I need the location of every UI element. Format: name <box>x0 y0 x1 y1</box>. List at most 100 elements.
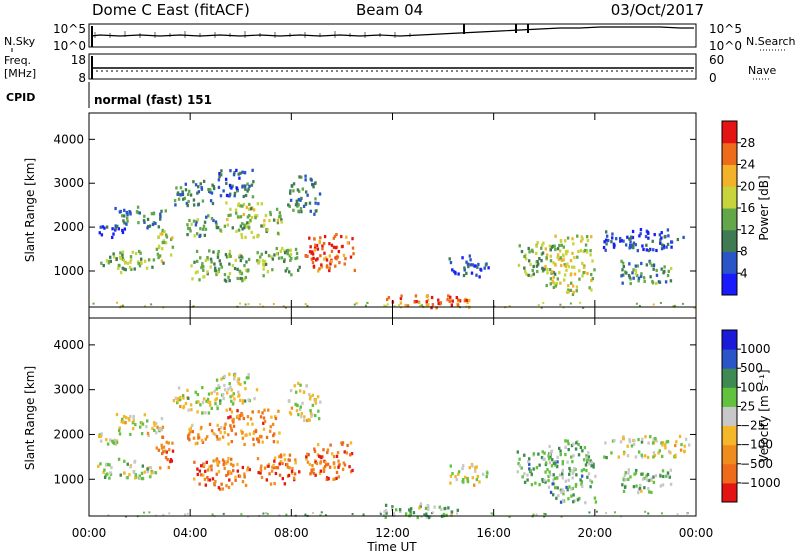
echo-cell <box>195 232 199 236</box>
echo-cell <box>613 511 616 514</box>
echo-cell <box>337 463 341 467</box>
echo-cell <box>298 265 301 269</box>
echo-cell <box>451 472 454 476</box>
echo-cell <box>541 479 545 483</box>
echo-cell <box>693 306 696 309</box>
echo-cell <box>239 382 242 387</box>
echo-cell <box>160 232 164 236</box>
echo-cell <box>290 469 294 473</box>
echo-cell <box>624 243 628 247</box>
echo-cell <box>640 272 643 276</box>
echo-cell <box>306 460 310 464</box>
echo-cell <box>427 515 431 520</box>
echo-cell <box>123 221 126 225</box>
echo-cell <box>536 241 539 245</box>
echo-cell <box>563 263 566 267</box>
echo-cell <box>547 454 550 458</box>
echo-cell <box>196 467 199 471</box>
echo-cell <box>109 471 112 475</box>
echo-cell <box>214 432 217 437</box>
echo-cell <box>103 475 107 479</box>
echo-cell <box>655 248 658 253</box>
echo-cell <box>657 451 660 455</box>
echo-cell <box>628 438 631 442</box>
echo-cell <box>554 459 557 464</box>
echo-cell <box>559 281 562 285</box>
echo-cell <box>121 266 125 270</box>
echo-cell <box>554 463 557 467</box>
echo-cell <box>229 395 232 399</box>
echo-cell <box>648 259 651 263</box>
echo-cell <box>215 458 218 462</box>
echo-cell <box>563 273 567 277</box>
echo-cell <box>197 400 200 404</box>
echo-cell <box>141 464 145 468</box>
echo-cell <box>449 481 452 485</box>
echo-cell <box>211 477 215 481</box>
echo-cell <box>121 304 124 307</box>
echo-cell <box>622 489 626 494</box>
echo-cell <box>237 390 240 394</box>
echo-cell <box>105 225 109 229</box>
echo-cell <box>211 183 214 187</box>
echo-cell <box>280 455 283 459</box>
echo-cell <box>468 465 471 470</box>
echo-cell <box>219 401 222 405</box>
echo-cell <box>268 219 271 223</box>
echo-cell <box>243 475 246 479</box>
x-tick-label: 00:00 <box>679 526 714 540</box>
echo-cell <box>195 259 199 263</box>
echo-cell <box>166 458 169 462</box>
echo-cell <box>548 473 552 477</box>
echo-cell <box>575 473 578 477</box>
echo-cell <box>579 249 583 253</box>
echo-cell <box>164 233 168 237</box>
echo-cell <box>114 224 117 228</box>
echo-cell <box>580 480 584 484</box>
echo-cell <box>210 260 213 264</box>
echo-cell <box>158 254 162 258</box>
echo-cell <box>170 459 174 463</box>
echo-cell <box>249 417 253 421</box>
colorbar-tick-label: 28 <box>740 136 755 150</box>
echo-cell <box>286 465 290 469</box>
echo-cell <box>244 275 248 280</box>
echo-cell <box>579 301 582 304</box>
echo-cell <box>244 433 247 438</box>
echo-cell <box>133 459 137 463</box>
echo-cell <box>351 468 354 473</box>
echo-cell <box>213 262 216 266</box>
echo-cell <box>583 446 587 450</box>
echo-cell <box>224 279 228 283</box>
echo-cell <box>476 474 480 479</box>
echo-cell <box>121 420 125 424</box>
echo-cell <box>246 221 249 225</box>
echo-cell <box>216 463 220 467</box>
echo-cell <box>516 470 519 474</box>
echo-cell <box>679 448 683 452</box>
echo-cell <box>632 241 636 245</box>
echo-cell <box>177 396 180 401</box>
echo-cell <box>228 183 232 188</box>
colorbar-tick-label: 100 <box>740 380 763 394</box>
echo-cell <box>186 388 189 393</box>
echo-cell <box>299 383 302 387</box>
echo-cell <box>535 244 538 248</box>
echo-cell <box>319 460 323 464</box>
echo-cell <box>235 168 238 172</box>
echo-cell <box>153 428 156 432</box>
echo-cell <box>301 187 304 191</box>
echo-cell <box>230 457 233 461</box>
echo-cell <box>210 468 213 472</box>
echo-cell <box>586 271 589 276</box>
echo-cell <box>228 382 231 386</box>
echo-cell <box>234 432 238 436</box>
echo-cell <box>607 238 610 243</box>
echo-cell <box>256 251 259 255</box>
echo-cell <box>194 223 198 227</box>
echo-cell <box>215 378 219 382</box>
echo-cell <box>204 437 207 441</box>
echo-cell <box>669 266 673 271</box>
echo-cell <box>188 189 191 193</box>
echo-cell <box>214 398 217 402</box>
